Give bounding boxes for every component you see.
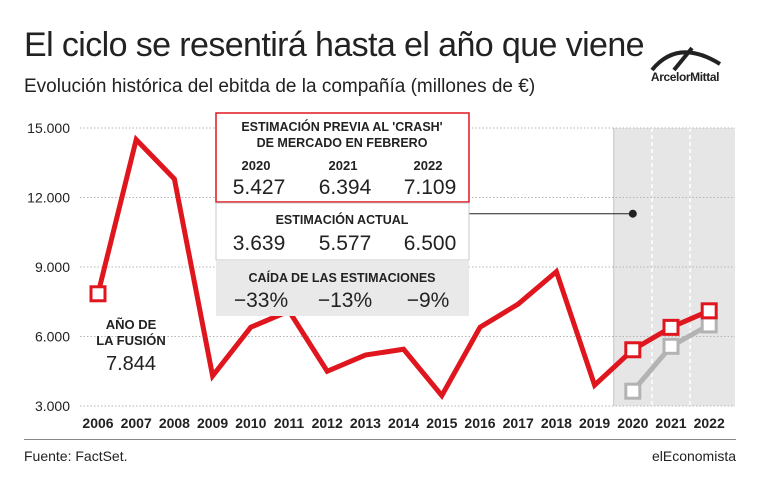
- x-tick-label: 2010: [235, 415, 266, 431]
- x-tick-label: 2015: [426, 415, 457, 431]
- x-tick-label: 2020: [617, 415, 648, 431]
- previous-value-2020: 5.427: [233, 176, 286, 199]
- chart-title: El ciclo se resentirá hasta el año que v…: [24, 26, 645, 64]
- current-estimate-leader: [469, 209, 637, 218]
- series-line: [95, 134, 711, 400]
- y-axis: 3.000 6.000 9.000 12.000 15.000: [27, 120, 70, 414]
- fusion-label-line2: LA FUSIÓN: [96, 333, 166, 348]
- data-point-marker: [700, 302, 718, 320]
- previous-value-2022: 7.109: [404, 176, 457, 199]
- current-value-2020: 3.639: [233, 232, 286, 255]
- data-point-marker: [624, 341, 642, 359]
- y-tick-label: 6.000: [35, 329, 70, 345]
- footer-rule: [24, 439, 736, 440]
- forecast-shade: [613, 128, 735, 406]
- y-tick-label: 3.000: [35, 398, 70, 414]
- leader-dot: [628, 209, 637, 218]
- forecast-shade-area: [613, 128, 735, 406]
- data-point-marker: [89, 285, 107, 303]
- previous-value-2021: 6.394: [319, 176, 372, 199]
- fusion-label-line1: AÑO DE: [106, 317, 157, 332]
- logo-swoosh-icon: [650, 46, 722, 72]
- data-point-marker: [662, 318, 680, 336]
- data-point-marker: [624, 382, 642, 400]
- x-tick-label: 2014: [388, 415, 419, 431]
- fusion-value: 7.844: [106, 353, 156, 375]
- x-tick-label: 2012: [312, 415, 343, 431]
- x-tick-label: 2007: [121, 415, 152, 431]
- x-tick-label: 2008: [159, 415, 190, 431]
- y-tick-label: 12.000: [27, 190, 70, 206]
- previous-estimate-title-1: ESTIMACIÓN PREVIA AL 'CRASH': [241, 119, 442, 134]
- x-tick-label: 2018: [541, 415, 572, 431]
- x-tick-label: 2011: [274, 415, 305, 431]
- drop-value-2022: −9%: [407, 289, 450, 312]
- current-value-2022: 6.500: [404, 232, 457, 255]
- x-tick-label: 2019: [579, 415, 610, 431]
- data-point-marker: [662, 337, 680, 355]
- x-axis: 2006 2007 2008 2009 2010 2011 2012 2013 2014 2015…: [82, 415, 725, 431]
- previous-year-2020: 2020: [242, 158, 271, 173]
- x-tick-label: 2006: [82, 415, 113, 431]
- data-point-marker: [700, 316, 718, 334]
- x-tick-label: 2022: [694, 415, 725, 431]
- current-estimate-title: ESTIMACIÓN ACTUAL: [276, 212, 409, 227]
- source-note: Fuente: FactSet.: [24, 448, 128, 464]
- estimate-drop-title: CAÍDA DE LAS ESTIMACIONES: [248, 270, 435, 285]
- previous-estimate-frame: [215, 112, 470, 203]
- previous-year-2022: 2022: [414, 158, 443, 173]
- x-tick-label: 2013: [350, 415, 381, 431]
- x-tick-label: 2016: [464, 415, 495, 431]
- x-tick-label: 2009: [197, 415, 228, 431]
- previous-estimate-title-2: DE MERCADO EN FEBRERO: [257, 136, 428, 150]
- y-tick-label: 9.000: [35, 259, 70, 275]
- x-tick-label: 2021: [655, 415, 686, 431]
- fusion-annotation: AÑO DE LA FUSIÓN 7.844: [96, 317, 166, 375]
- publisher-name: elEconomista: [651, 448, 736, 464]
- estimate-drop-frame: [216, 261, 469, 316]
- previous-year-2021: 2021: [329, 158, 358, 173]
- arcelormittal-logo: ArcelorMittal: [634, 42, 736, 86]
- current-estimate-box: ESTIMACIÓN ACTUAL 3.639 5.577 6.500: [215, 202, 470, 261]
- series-markers: [89, 285, 718, 400]
- estimate-drop-box: CAÍDA DE LAS ESTIMACIONES −33% −13% −9%: [216, 261, 469, 316]
- logo-text: ArcelorMittal: [650, 70, 720, 84]
- drop-value-2021: −13%: [318, 289, 372, 312]
- chart-subtitle: Evolución histórica del ebitda de la com…: [24, 76, 536, 97]
- current-value-2021: 5.577: [319, 232, 372, 255]
- drop-value-2020: −33%: [234, 289, 288, 312]
- previous-estimate-box: ESTIMACIÓN PREVIA AL 'CRASH' DE MERCADO …: [215, 112, 470, 203]
- x-tick-label: 2017: [503, 415, 534, 431]
- current-estimate-frame: [215, 202, 470, 261]
- y-tick-label: 15.000: [27, 120, 70, 136]
